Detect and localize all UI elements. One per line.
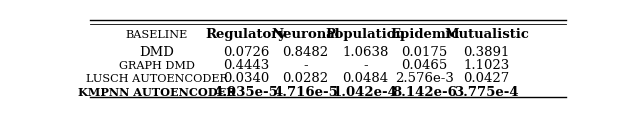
Text: 4.716e-5: 4.716e-5 xyxy=(273,85,338,98)
Text: -: - xyxy=(363,59,367,72)
Text: Mutualistic: Mutualistic xyxy=(444,28,529,41)
Text: 4.935e-5: 4.935e-5 xyxy=(214,85,278,98)
Text: 3.775e-4: 3.775e-4 xyxy=(454,85,519,98)
Text: KMPNN AUTOENCODER: KMPNN AUTOENCODER xyxy=(78,86,236,97)
Text: 0.4443: 0.4443 xyxy=(223,59,269,72)
Text: 0.0484: 0.0484 xyxy=(342,72,388,85)
Text: 0.0726: 0.0726 xyxy=(223,46,269,59)
Text: 0.0282: 0.0282 xyxy=(283,72,329,85)
Text: 0.3891: 0.3891 xyxy=(463,46,510,59)
Text: 1.0638: 1.0638 xyxy=(342,46,388,59)
Text: LUSCH AUTOENCODER: LUSCH AUTOENCODER xyxy=(86,73,228,83)
Text: 0.0340: 0.0340 xyxy=(223,72,269,85)
Text: Regulatory: Regulatory xyxy=(205,28,287,41)
Text: 0.0427: 0.0427 xyxy=(463,72,510,85)
Text: BASELINE: BASELINE xyxy=(125,29,188,39)
Text: DMD: DMD xyxy=(140,46,174,59)
Text: 0.0465: 0.0465 xyxy=(401,59,448,72)
Text: 1.1023: 1.1023 xyxy=(463,59,510,72)
Text: GRAPH DMD: GRAPH DMD xyxy=(119,60,195,70)
Text: Epidemic: Epidemic xyxy=(390,28,459,41)
Text: 1.042e-4: 1.042e-4 xyxy=(333,85,397,98)
Text: 0.8482: 0.8482 xyxy=(283,46,329,59)
Text: 2.576e-3: 2.576e-3 xyxy=(396,72,454,85)
Text: Population: Population xyxy=(325,28,405,41)
Text: 8.142e-6: 8.142e-6 xyxy=(392,85,457,98)
Text: 0.0175: 0.0175 xyxy=(401,46,448,59)
Text: -: - xyxy=(303,59,308,72)
Text: Neuronal: Neuronal xyxy=(271,28,340,41)
